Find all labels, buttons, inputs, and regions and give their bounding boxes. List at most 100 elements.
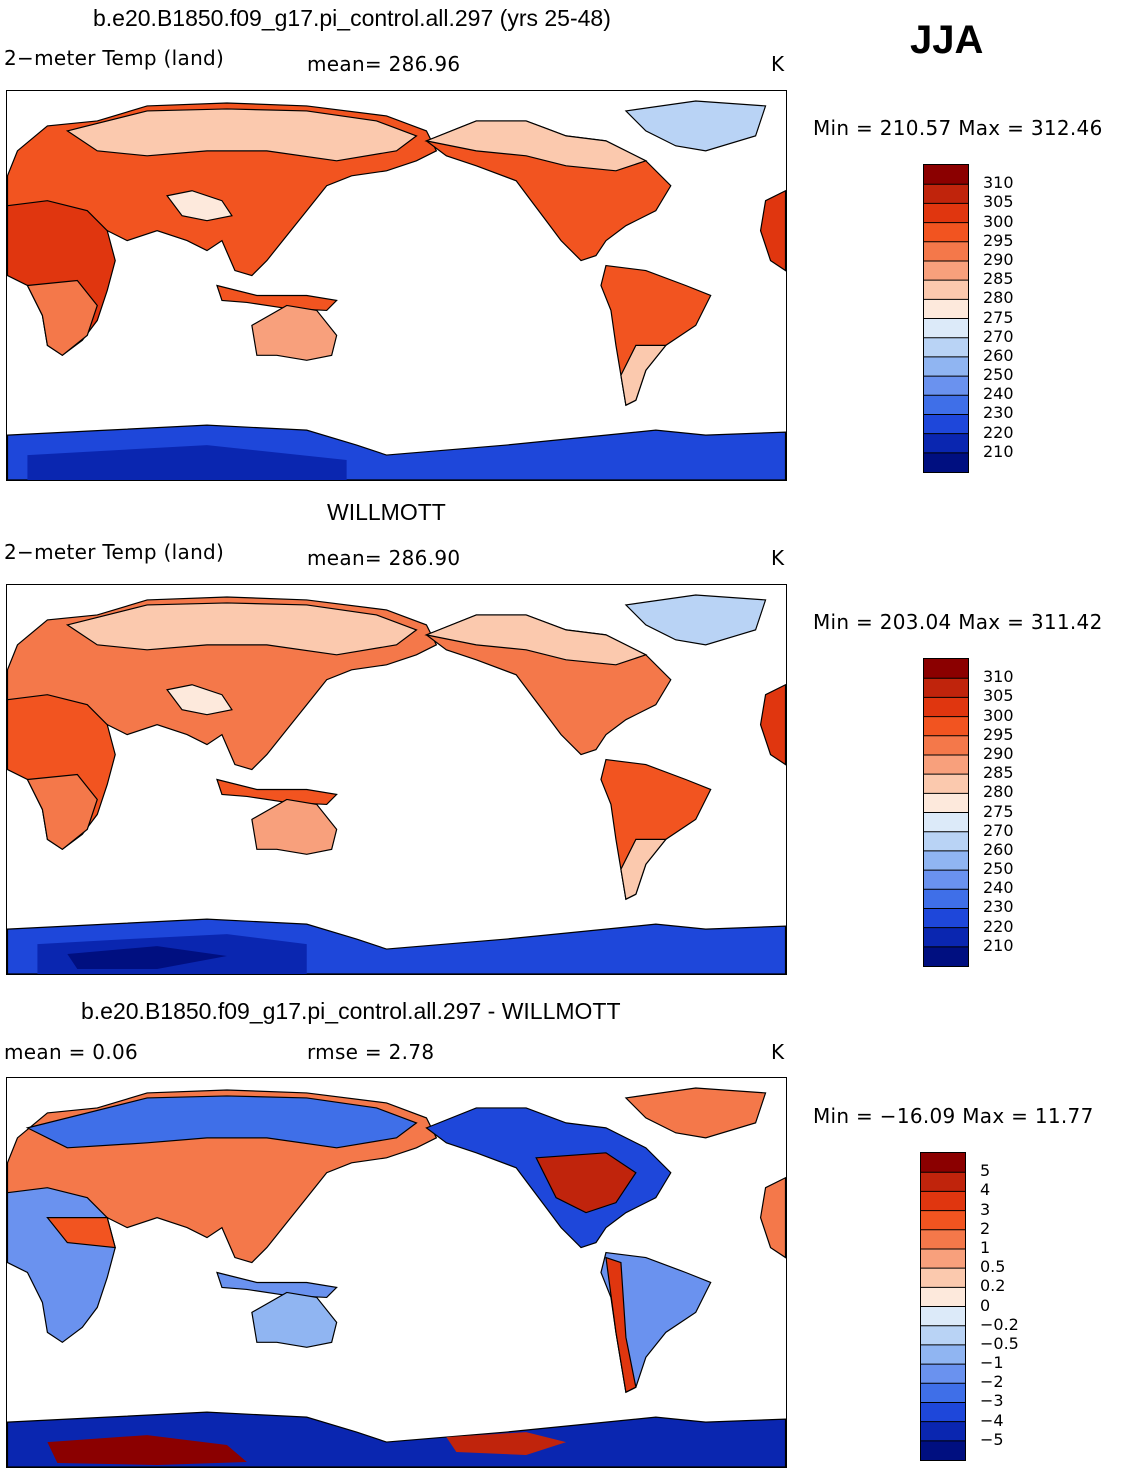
- landmass-tibet: [166, 190, 233, 222]
- landmass-africa-right-edge: [759, 1176, 786, 1259]
- colorbar-tick: 230: [983, 403, 1014, 423]
- colorbar-swatch: [924, 203, 968, 224]
- landmass-africa-south: [26, 279, 98, 357]
- colorbar-tick: −0.5: [980, 1333, 1019, 1353]
- colorbar: [923, 164, 969, 473]
- colorbar-swatch: [924, 452, 968, 472]
- minmax-label: Min = 203.04 Max = 311.42: [813, 610, 1103, 634]
- colorbar-tick: 280: [983, 782, 1014, 802]
- colorbar-tick: 280: [983, 288, 1014, 308]
- rmse-label: rmse = 2.78: [307, 1040, 435, 1064]
- colorbar-swatch: [921, 1248, 965, 1269]
- colorbar-swatch: [924, 222, 968, 243]
- colorbar-tick: 270: [983, 326, 1014, 346]
- colorbar-swatch: [924, 946, 968, 966]
- landmass-australia: [251, 304, 338, 361]
- colorbar-swatch: [921, 1344, 965, 1365]
- colorbar-swatch: [924, 376, 968, 396]
- landmass-andes-strip: [605, 1256, 637, 1394]
- map-svg: [7, 100, 786, 480]
- colorbar-tick: −2: [980, 1372, 1004, 1392]
- landmass-maritime-se-asia: [216, 1271, 338, 1299]
- colorbar-tick: −1: [980, 1353, 1004, 1373]
- colorbar-swatch: [921, 1287, 965, 1307]
- colorbar-swatch: [924, 395, 968, 415]
- colorbar-swatch: [924, 793, 968, 813]
- colorbar-tick: 300: [983, 705, 1014, 725]
- colorbar-tick: 305: [983, 192, 1014, 212]
- difference-map: [6, 1077, 787, 1468]
- colorbar-tick: 275: [983, 307, 1014, 327]
- colorbar-swatch: [924, 754, 968, 775]
- colorbar: [923, 658, 969, 967]
- colorbar-swatch: [924, 280, 968, 300]
- colorbar-swatch: [921, 1172, 965, 1192]
- colorbar-swatch: [924, 697, 968, 718]
- colorbar-tick: 0.5: [980, 1257, 1006, 1277]
- colorbar-tick: 295: [983, 230, 1014, 250]
- colorbar-swatch: [924, 241, 968, 262]
- colorbar-swatch: [924, 850, 968, 871]
- colorbar-tick: 300: [983, 211, 1014, 231]
- colorbar-tick: 0.2: [980, 1276, 1006, 1296]
- colorbar-tick: 4: [980, 1180, 991, 1200]
- colorbar-swatch: [924, 812, 968, 833]
- colorbar-tick: 3: [980, 1199, 991, 1219]
- colorbar-swatch: [924, 678, 968, 698]
- season-label: JJA: [910, 18, 984, 62]
- colorbar-swatch: [921, 1440, 965, 1460]
- mean-label: mean= 286.90: [307, 546, 461, 570]
- colorbar-ticks: 310 305 300 295 290 285 280 275 270 260 …: [983, 658, 1043, 965]
- mean-label: mean= 286.96: [307, 52, 461, 76]
- map-svg: [7, 594, 786, 974]
- colorbar-swatch: [921, 1421, 965, 1442]
- colorbar-tick: 290: [983, 249, 1014, 269]
- colorbar-swatch: [924, 337, 968, 358]
- colorbar-tick: 1: [980, 1237, 991, 1257]
- colorbar-tick: 285: [983, 763, 1014, 783]
- colorbar-swatch: [924, 908, 968, 929]
- landmass-africa-south: [26, 773, 98, 851]
- colorbar-tick: 0: [980, 1295, 991, 1315]
- panel-title: b.e20.B1850.f09_g17.pi_control.all.297 -…: [81, 998, 621, 1024]
- colorbar-tick: 220: [983, 916, 1014, 936]
- landmass-siberia: [25, 1095, 418, 1149]
- colorbar-swatch: [921, 1364, 965, 1384]
- colorbar-swatch: [924, 927, 968, 948]
- landmass-south-america-south: [620, 344, 668, 407]
- variable-label: 2−meter Temp (land): [4, 540, 225, 564]
- colorbar-svg: [921, 1153, 965, 1460]
- colorbar-tick: 250: [983, 859, 1014, 879]
- units-label: K: [771, 52, 785, 76]
- colorbar-tick: 310: [983, 173, 1014, 193]
- colorbar-tick: 240: [983, 878, 1014, 898]
- landmass-australia: [251, 1291, 338, 1348]
- colorbar-swatch: [924, 889, 968, 909]
- landmass-greenland: [624, 1087, 767, 1139]
- colorbar-tick: 290: [983, 743, 1014, 763]
- colorbar-svg: [924, 659, 968, 966]
- colorbar-swatch: [924, 716, 968, 737]
- units-label: K: [771, 1040, 785, 1064]
- colorbar-tick: 305: [983, 686, 1014, 706]
- colorbar-tick: 260: [983, 345, 1014, 365]
- colorbar-tick: 2: [980, 1218, 991, 1238]
- landmass-greenland: [624, 100, 767, 152]
- colorbar-tick: −5: [980, 1429, 1004, 1449]
- landmass-africa: [7, 1187, 116, 1344]
- colorbar-tick: 310: [983, 667, 1014, 687]
- landmass-canada: [424, 120, 648, 172]
- colorbar-tick: −0.2: [980, 1314, 1019, 1334]
- colorbar-tick: 285: [983, 269, 1014, 289]
- panel-title: WILLMOTT: [327, 499, 446, 525]
- landmass-siberia: [65, 108, 418, 162]
- colorbar-swatch: [924, 299, 968, 319]
- units-label: K: [771, 546, 785, 570]
- landmass-south-america: [600, 758, 712, 901]
- colorbar-swatch: [921, 1268, 965, 1288]
- colorbar-swatch: [924, 184, 968, 204]
- minmax-label: Min = −16.09 Max = 11.77: [813, 1104, 1094, 1128]
- colorbar-swatch: [924, 356, 968, 377]
- map-svg: [7, 1087, 786, 1467]
- colorbar-tick: −3: [980, 1391, 1004, 1411]
